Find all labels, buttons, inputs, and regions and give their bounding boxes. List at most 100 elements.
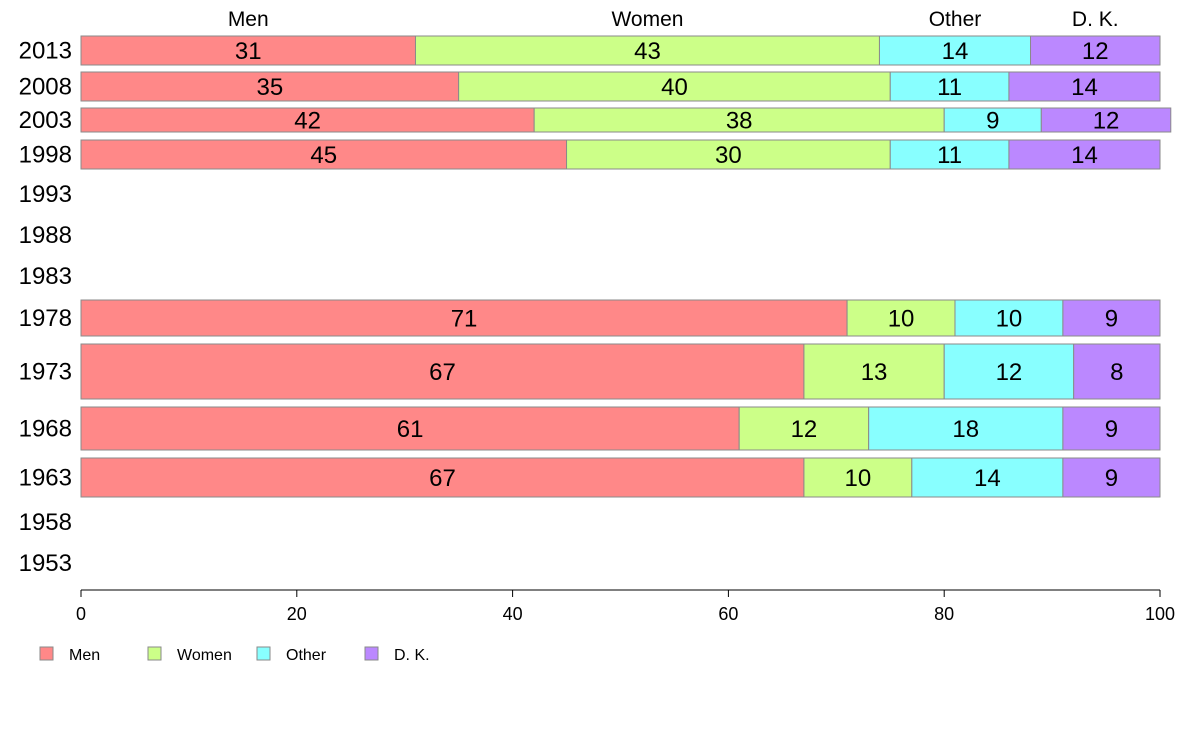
bar-segment-women	[458, 71, 891, 102]
legend-label: Other	[286, 647, 327, 664]
bar-segment-d-k	[1062, 406, 1161, 451]
x-tick-label: 80	[934, 604, 954, 624]
data-label: 9	[1105, 465, 1118, 492]
data-label: 18	[952, 416, 979, 443]
legend-item-women: Women	[147, 646, 232, 664]
bar-segment-women	[414, 35, 880, 66]
legend-label: D. K.	[394, 647, 430, 664]
legend-label: Women	[177, 647, 232, 664]
data-label: 45	[310, 142, 337, 169]
x-axis: 0 20 40 60 80 100	[76, 589, 1175, 624]
bar-segment-men	[80, 457, 805, 498]
data-label: 10	[845, 465, 872, 492]
data-label: 43	[634, 38, 661, 65]
year-label: 1983	[19, 263, 72, 290]
x-tick-label: 0	[76, 604, 86, 624]
legend-label: Men	[69, 647, 100, 664]
bar-segment-men	[80, 71, 460, 102]
data-label: 40	[661, 74, 688, 101]
bar-segment-other	[878, 35, 1032, 66]
column-header-women: Women	[611, 8, 683, 31]
data-label: 12	[996, 359, 1023, 386]
bar-segment-men	[80, 139, 568, 170]
bar-segment-men	[80, 343, 805, 400]
bar-segment-d-k	[1073, 343, 1161, 400]
data-label: 9	[1105, 416, 1118, 443]
data-label: 10	[996, 306, 1023, 333]
data-label: 42	[294, 108, 321, 135]
data-label: 14	[942, 38, 969, 65]
data-label: 11	[937, 74, 962, 101]
data-label: 12	[791, 416, 818, 443]
data-label: 14	[974, 465, 1001, 492]
bar-segment-men	[80, 299, 848, 337]
bar-segment-d-k	[1062, 457, 1161, 498]
bar-segment-men	[80, 107, 535, 133]
bar-segment-women	[846, 299, 956, 337]
data-label: 10	[888, 306, 915, 333]
row-1983: 1983	[19, 263, 72, 290]
year-label: 1998	[19, 142, 72, 169]
row-1993: 1993	[19, 181, 72, 208]
bar-segment-women	[533, 107, 945, 133]
year-label: 2013	[19, 38, 72, 65]
row-1973: 1973 67 13 12 8	[19, 343, 1161, 400]
bar-segment-other	[943, 343, 1075, 400]
bar-segment-d-k	[1062, 299, 1161, 337]
bar-segment-d-k	[1008, 71, 1161, 102]
data-label: 61	[397, 416, 424, 443]
data-label: 71	[451, 306, 478, 333]
column-header-men: Men	[228, 8, 269, 31]
data-label: 14	[1071, 142, 1098, 169]
data-label: 8	[1110, 359, 1123, 386]
year-label: 1988	[19, 222, 72, 249]
year-label: 1978	[19, 305, 72, 332]
row-2013: 2013 31 43 14 12	[19, 35, 1161, 66]
legend-swatch	[39, 646, 54, 661]
year-label: 2003	[19, 107, 72, 134]
bar-segment-other	[889, 71, 1010, 102]
data-label: 67	[429, 359, 456, 386]
legend-swatch	[256, 646, 271, 661]
bar-segment-d-k	[1008, 139, 1161, 170]
row-1998: 1998 45 30 11 14	[19, 139, 1161, 170]
row-1988: 1988	[19, 222, 72, 249]
row-1968: 1968 61 12 18 9	[19, 406, 1161, 451]
legend-swatch	[364, 646, 379, 661]
legend-item-men: Men	[39, 646, 100, 664]
data-label: 12	[1082, 38, 1109, 65]
row-1953: 1953	[19, 550, 72, 577]
column-headers: Men Women Other D. K.	[228, 8, 1119, 31]
legend-item-other: Other	[256, 646, 327, 664]
bar-segment-other	[954, 299, 1064, 337]
column-header-d-k: D. K.	[1072, 8, 1119, 31]
row-1958: 1958	[19, 509, 72, 536]
chart-rows: 2013 31 43 14 12 2008 35 40 11 14 2003 42 38 9 12 1998 4…	[19, 35, 1172, 577]
bar-segment-men	[80, 406, 740, 451]
data-label: 13	[861, 359, 888, 386]
data-label: 11	[937, 142, 962, 169]
bar-segment-men	[80, 35, 416, 66]
x-tick-label: 20	[287, 604, 307, 624]
year-label: 1968	[19, 416, 72, 443]
year-label: 1953	[19, 550, 72, 577]
row-1963: 1963 67 10 14 9	[19, 457, 1161, 498]
bar-segment-d-k	[1040, 107, 1172, 133]
x-tick-label: 60	[718, 604, 738, 624]
year-label: 1993	[19, 181, 72, 208]
bar-segment-d-k	[1030, 35, 1161, 66]
x-tick-label: 40	[503, 604, 523, 624]
row-2008: 2008 35 40 11 14	[19, 71, 1161, 102]
row-2003: 2003 42 38 9 12	[19, 107, 1172, 135]
data-label: 31	[235, 38, 262, 65]
data-label: 30	[715, 142, 742, 169]
data-label: 12	[1093, 108, 1120, 135]
legend-item-d-k: D. K.	[364, 646, 430, 664]
data-label: 9	[986, 108, 999, 135]
row-1978: 1978 71 10 10 9	[19, 299, 1161, 337]
bar-segment-other	[911, 457, 1064, 498]
x-tick-label: 100	[1145, 604, 1175, 624]
year-label: 2008	[19, 74, 72, 101]
legend-swatch	[147, 646, 162, 661]
